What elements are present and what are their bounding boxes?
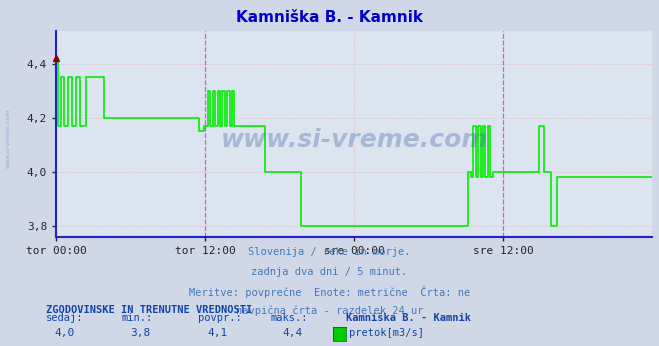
Text: zadnja dva dni / 5 minut.: zadnja dva dni / 5 minut. [251,267,408,277]
Text: min.:: min.: [122,313,153,323]
Text: ZGODOVINSKE IN TRENUTNE VREDNOSTI: ZGODOVINSKE IN TRENUTNE VREDNOSTI [46,305,252,315]
Text: maks.:: maks.: [270,313,308,323]
Text: Slovenija / reke in morje.: Slovenija / reke in morje. [248,247,411,257]
Text: navpična črta - razdelek 24 ur: navpična črta - razdelek 24 ur [236,306,423,316]
Text: Kamniška B. - Kamnik: Kamniška B. - Kamnik [346,313,471,323]
Text: Meritve: povprečne  Enote: metrične  Črta: ne: Meritve: povprečne Enote: metrične Črta:… [189,286,470,298]
Text: 4,4: 4,4 [282,328,302,338]
Text: pretok[m3/s]: pretok[m3/s] [349,328,424,338]
Text: Kamniška B. - Kamnik: Kamniška B. - Kamnik [236,10,423,25]
Text: 3,8: 3,8 [130,328,151,338]
Text: 4,1: 4,1 [208,328,228,338]
Text: www.si-vreme.com: www.si-vreme.com [221,128,488,152]
Text: 4,0: 4,0 [55,328,75,338]
Text: sedaj:: sedaj: [46,313,84,323]
Text: www.si-vreme.com: www.si-vreme.com [6,109,11,168]
Text: povpr.:: povpr.: [198,313,241,323]
